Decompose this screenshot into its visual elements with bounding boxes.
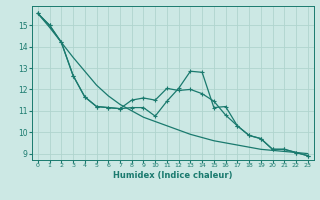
X-axis label: Humidex (Indice chaleur): Humidex (Indice chaleur) — [113, 171, 233, 180]
